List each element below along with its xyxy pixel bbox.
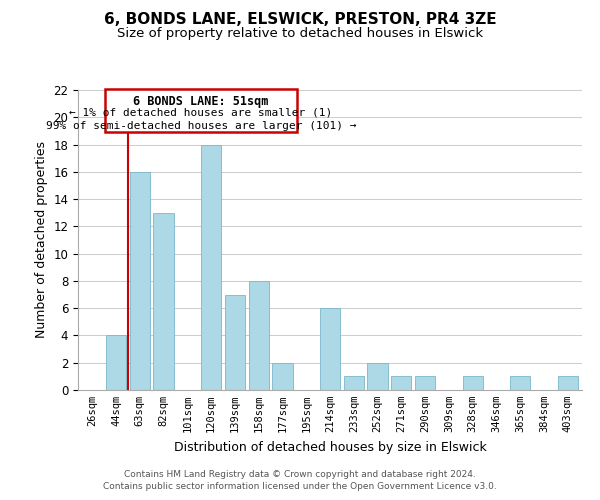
Bar	[344, 376, 364, 390]
Bar	[415, 376, 435, 390]
Text: ← 1% of detached houses are smaller (1): ← 1% of detached houses are smaller (1)	[70, 108, 332, 118]
FancyBboxPatch shape	[106, 88, 297, 132]
Bar	[391, 376, 412, 390]
Bar	[463, 376, 483, 390]
Bar	[248, 281, 269, 390]
Bar	[201, 144, 221, 390]
Text: Contains HM Land Registry data © Crown copyright and database right 2024.: Contains HM Land Registry data © Crown c…	[124, 470, 476, 479]
Bar	[106, 336, 126, 390]
Bar	[130, 172, 150, 390]
Text: 6, BONDS LANE, ELSWICK, PRESTON, PR4 3ZE: 6, BONDS LANE, ELSWICK, PRESTON, PR4 3ZE	[104, 12, 496, 28]
Bar	[367, 362, 388, 390]
Bar	[272, 362, 293, 390]
Bar	[557, 376, 578, 390]
Text: 6 BONDS LANE: 51sqm: 6 BONDS LANE: 51sqm	[133, 95, 269, 108]
Text: Contains public sector information licensed under the Open Government Licence v3: Contains public sector information licen…	[103, 482, 497, 491]
Text: 99% of semi-detached houses are larger (101) →: 99% of semi-detached houses are larger (…	[46, 122, 356, 132]
Bar	[154, 212, 173, 390]
Bar	[225, 294, 245, 390]
Y-axis label: Number of detached properties: Number of detached properties	[35, 142, 48, 338]
Text: Size of property relative to detached houses in Elswick: Size of property relative to detached ho…	[117, 28, 483, 40]
Bar	[510, 376, 530, 390]
X-axis label: Distribution of detached houses by size in Elswick: Distribution of detached houses by size …	[173, 440, 487, 454]
Bar	[320, 308, 340, 390]
